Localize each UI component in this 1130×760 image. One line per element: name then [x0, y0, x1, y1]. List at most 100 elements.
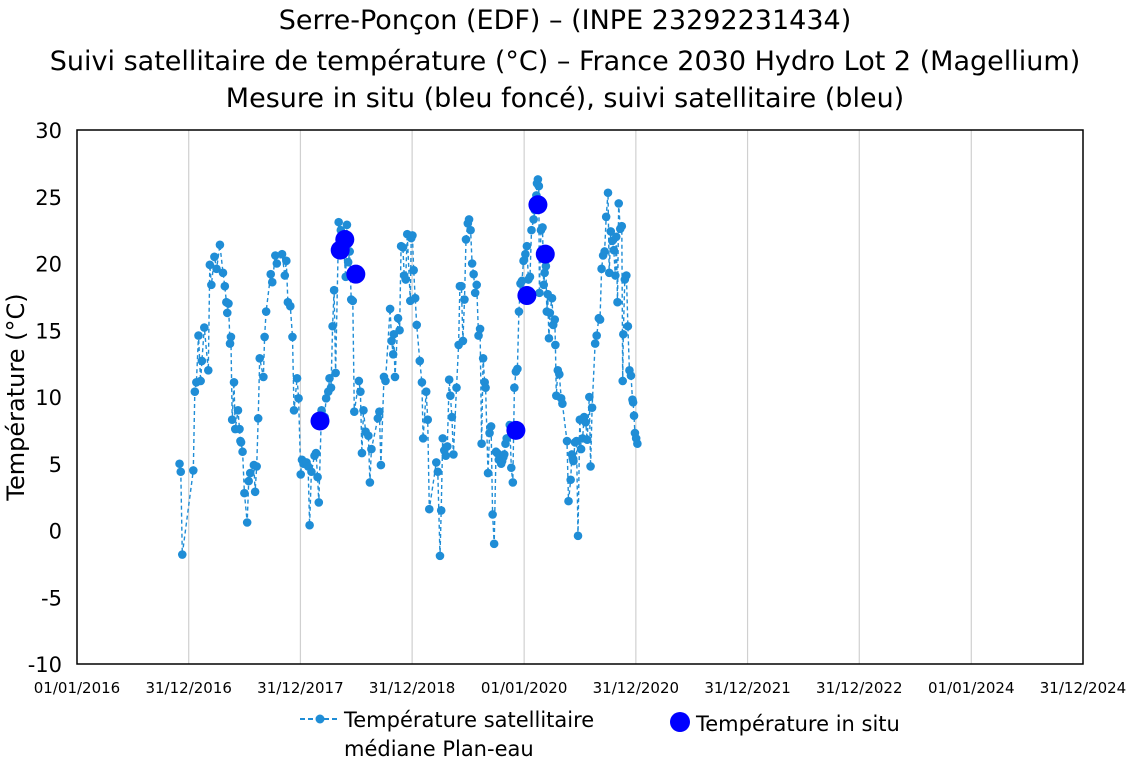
data-point-satellite [606, 227, 616, 236]
series-satellite [175, 175, 642, 561]
data-point-satellite [590, 339, 600, 348]
legend: Température satellitaire médiane Plan-ea… [300, 708, 900, 760]
data-point-satellite [272, 259, 282, 268]
data-point-satellite [617, 221, 627, 231]
data-point-satellite [569, 456, 578, 466]
data-point-satellite [623, 321, 633, 331]
legend-satellite-label-line-1: Température satellitaire [343, 708, 594, 732]
data-point-satellite [469, 269, 478, 279]
y-axis-ticks: 30 25 20 15 10 5 0 -5 -10 [28, 119, 62, 677]
data-point-satellite [622, 271, 631, 280]
data-point-satellite [534, 181, 544, 191]
data-point-satellite [522, 241, 532, 251]
data-point-satellite [255, 353, 265, 363]
data-point-satellite [525, 272, 535, 282]
data-point-satellite [470, 288, 480, 298]
data-point-satellite [373, 414, 383, 423]
data-point-satellite [292, 374, 302, 383]
data-point-satellite [408, 231, 417, 240]
data-point-satellite [478, 353, 488, 363]
data-point-satellite [220, 281, 230, 291]
data-point-satellite [508, 478, 518, 487]
data-point-satellite [438, 434, 448, 443]
data-point-satellite [551, 340, 560, 350]
data-point-satellite [611, 232, 621, 242]
data-point-satellite [633, 439, 642, 449]
data-point-satellite [325, 374, 334, 383]
data-point-satellite [506, 463, 516, 473]
data-point-satellite [513, 364, 522, 374]
data-point-satellite [252, 462, 261, 471]
data-point-satellite [289, 406, 299, 415]
x-tick-label: 31/12/2016 [145, 679, 231, 697]
data-point-satellite [356, 387, 365, 396]
data-point-satellite [227, 415, 237, 424]
data-point-satellite [222, 308, 232, 318]
data-point-satellite [375, 407, 384, 416]
data-point-in-situ [517, 286, 537, 306]
chart-title-line-2: Suivi satellitaire de température (°C) –… [49, 46, 1081, 77]
data-point-satellite [359, 406, 368, 415]
data-point-satellite [435, 551, 445, 561]
data-point-satellite [547, 293, 557, 303]
data-point-satellite [329, 285, 339, 295]
y-tick-label: 5 [49, 453, 62, 477]
grid-lines [188, 130, 972, 664]
data-point-satellite [614, 199, 624, 208]
data-point-satellite [212, 264, 221, 274]
data-point-satellite [189, 466, 198, 475]
data-point-satellite [449, 450, 458, 459]
data-point-satellite [545, 308, 555, 318]
data-point-satellite [587, 403, 597, 412]
data-point-satellite [443, 442, 452, 451]
data-point-satellite [467, 259, 477, 268]
data-point-satellite [250, 487, 260, 497]
y-tick-label: -5 [41, 586, 62, 610]
data-point-satellite [365, 478, 375, 487]
data-point-satellite [628, 398, 638, 407]
data-point-satellite [282, 256, 291, 266]
data-point-satellite [376, 460, 386, 470]
data-point-satellite [550, 315, 560, 324]
x-tick-label: 01/01/2016 [34, 679, 120, 697]
data-point-in-situ [310, 411, 330, 431]
data-point-in-situ [535, 244, 555, 264]
data-point-satellite [558, 399, 567, 408]
y-tick-label: 20 [35, 253, 62, 277]
data-point-satellite [240, 488, 249, 498]
data-point-satellite [535, 288, 544, 298]
data-point-satellite [611, 271, 620, 280]
data-point-satellite [334, 217, 343, 227]
data-point-satellite [343, 257, 353, 267]
data-point-satellite [207, 280, 216, 290]
data-point-satellite [489, 539, 499, 549]
data-point-satellite [485, 428, 494, 438]
data-point-satellite [481, 383, 490, 392]
data-point-satellite [218, 268, 228, 278]
data-point-satellite [457, 281, 466, 291]
data-point-satellite [464, 215, 474, 224]
data-point-satellite [190, 387, 200, 396]
data-point-satellite [433, 467, 443, 477]
data-point-satellite [294, 394, 303, 403]
y-axis-label: Température (°C) [2, 293, 30, 501]
data-point-satellite [321, 394, 331, 403]
legend-in-situ-marker [670, 712, 690, 732]
data-point-satellite [609, 245, 619, 255]
data-point-in-situ [506, 420, 526, 440]
data-point-satellite [562, 436, 572, 446]
data-point-satellite [245, 468, 255, 478]
data-point-satellite [417, 378, 427, 387]
data-point-satellite [618, 376, 627, 386]
data-point-satellite [395, 325, 404, 335]
data-point-satellite [436, 506, 446, 515]
y-tick-label: 25 [35, 186, 62, 210]
data-point-satellite [474, 331, 483, 340]
chart-title-line-3: Mesure in situ (bleu foncé), suivi satel… [225, 83, 905, 114]
data-point-satellite [538, 223, 547, 232]
x-tick-label: 31/12/2020 [593, 679, 679, 697]
y-tick-label: 15 [35, 319, 62, 343]
x-axis-ticks: 01/01/2016 31/12/2016 31/12/2017 31/12/2018… [34, 679, 1126, 697]
x-tick-label: 01/01/2020 [481, 679, 567, 697]
data-point-satellite [488, 510, 497, 519]
